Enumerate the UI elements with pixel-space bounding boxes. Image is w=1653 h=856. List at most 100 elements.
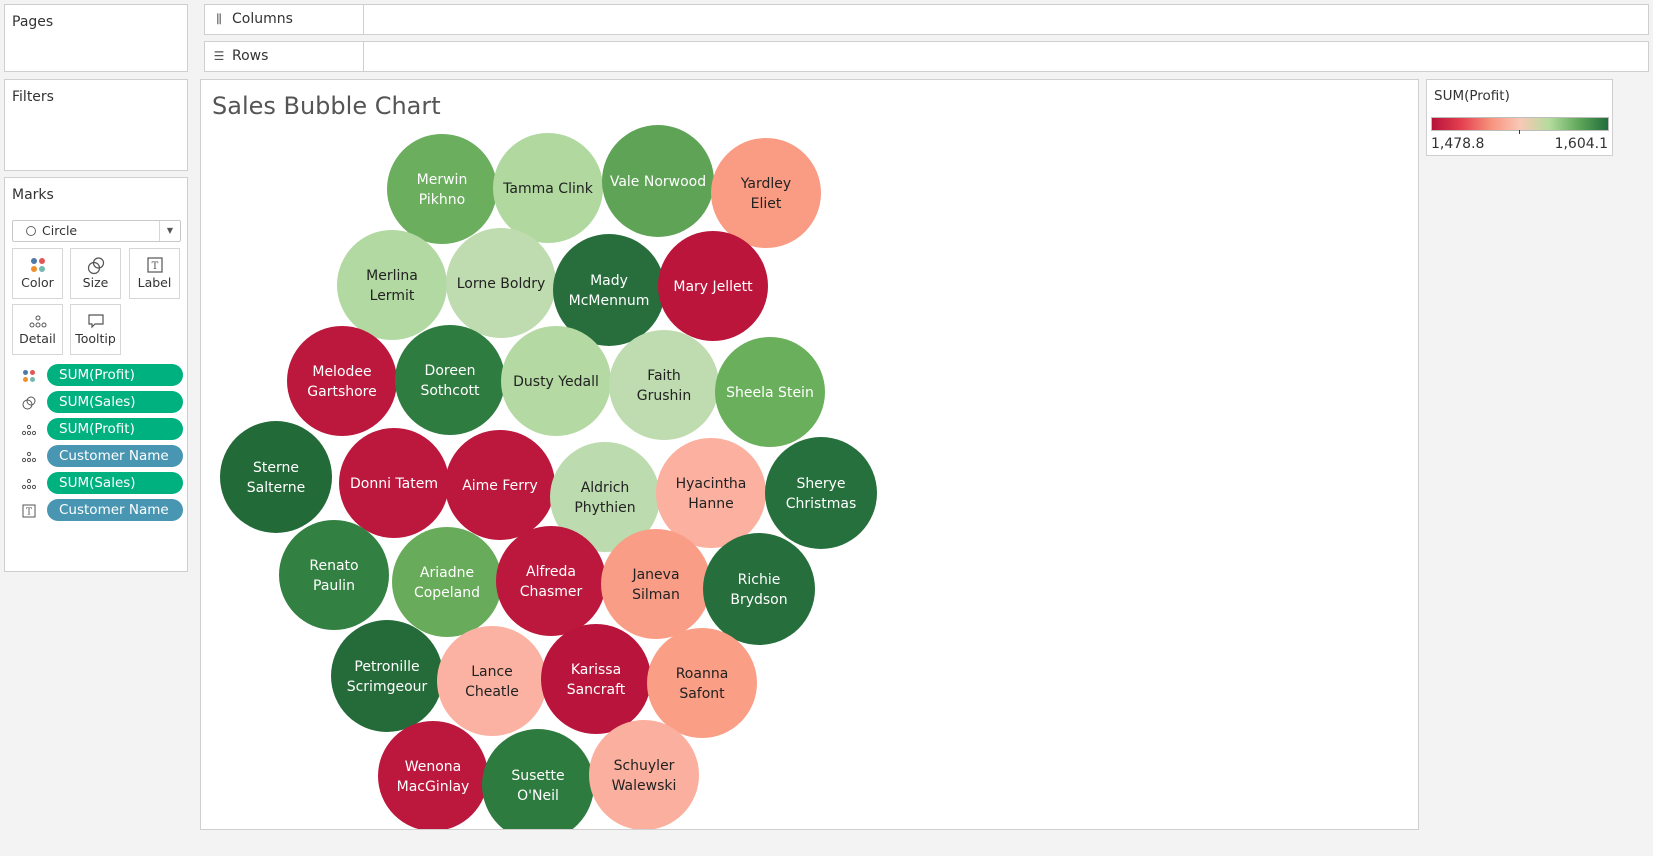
detail-icon[interactable]	[21, 476, 37, 490]
bubble-circle[interactable]	[387, 134, 497, 244]
bubble-circle[interactable]	[541, 624, 651, 734]
detail-icon[interactable]	[21, 422, 37, 436]
bubble-label: Sheela Stein	[726, 385, 814, 401]
bubble-mark[interactable]: Karissa Sancraft	[541, 624, 651, 734]
bubble-circle[interactable]	[715, 337, 825, 447]
bubble-circle[interactable]	[550, 442, 660, 552]
filters-shelf[interactable]: Filters	[4, 79, 188, 171]
bubble-circle[interactable]	[339, 428, 449, 538]
bubble-mark[interactable]: Alfreda Chasmer	[496, 526, 606, 636]
bubble-circle[interactable]	[656, 438, 766, 548]
bubble-mark[interactable]: Sterne Salterne	[220, 421, 332, 533]
bubble-mark[interactable]: Vale Norwood	[602, 125, 714, 237]
bubble-mark[interactable]: Wenona MacGinlay	[378, 721, 488, 829]
bubble-mark[interactable]: Lorne Boldry	[446, 228, 556, 338]
field-pill[interactable]: Customer Name	[47, 499, 183, 521]
bubble-circle[interactable]	[378, 721, 488, 829]
bubble-label: Sherye Christmas	[786, 476, 857, 512]
label-icon[interactable]: T	[22, 503, 36, 518]
tooltip-button[interactable]: Tooltip	[70, 304, 121, 355]
bubble-mark[interactable]: Tamma Clink	[493, 133, 603, 243]
chart-title: Sales Bubble Chart	[212, 92, 441, 120]
chevron-down-icon[interactable]: ▼	[159, 221, 180, 241]
bubble-circle[interactable]	[493, 133, 603, 243]
bubble-mark[interactable]: Hyacintha Hanne	[656, 438, 766, 548]
bubble-circle[interactable]	[445, 430, 555, 540]
bubble-mark[interactable]: Melodee Gartshore	[287, 326, 397, 436]
bubble-mark[interactable]: Yardley Eliet	[711, 138, 821, 248]
detail-icon[interactable]	[21, 449, 37, 463]
bubble-mark[interactable]: Susette O'Neil	[482, 729, 594, 829]
svg-text:T: T	[26, 508, 32, 518]
field-pill[interactable]: SUM(Sales)	[47, 472, 183, 494]
bubble-circle[interactable]	[395, 325, 505, 435]
bubble-mark[interactable]: Janeva Silman	[601, 529, 711, 639]
bubble-circle[interactable]	[647, 628, 757, 738]
bubble-circle[interactable]	[496, 526, 606, 636]
bubble-mark[interactable]: Mady McMennum	[553, 234, 665, 346]
bubble-circle[interactable]	[331, 620, 443, 732]
field-pill[interactable]: SUM(Profit)	[47, 418, 183, 440]
bubble-circle[interactable]	[220, 421, 332, 533]
label-button[interactable]: T Label	[129, 248, 180, 299]
bubble-circle[interactable]	[437, 626, 547, 736]
bubble-circle[interactable]	[392, 527, 502, 637]
bubble-circle[interactable]	[658, 231, 768, 341]
detail-button[interactable]: Detail	[12, 304, 63, 355]
profit-color-legend[interactable]: SUM(Profit) 1,478.8 1,604.1	[1426, 79, 1613, 156]
bubble-circle[interactable]	[703, 533, 815, 645]
mark-type-dropdown[interactable]: Circle ▼	[12, 220, 181, 242]
bubble-chart[interactable]: Merwin Pikhno Tamma Clink Vale Norwood Yardl…	[201, 80, 1418, 829]
bubble-circle[interactable]	[482, 729, 594, 829]
bubble-label: Lance Cheatle	[465, 664, 519, 700]
bubble-mark[interactable]: Aldrich Phythien	[550, 442, 660, 552]
bubble-mark[interactable]: Petronille Scrimgeour	[331, 620, 443, 732]
bubble-circle[interactable]	[501, 326, 611, 436]
size-icon	[71, 249, 120, 275]
bubble-mark[interactable]: Doreen Sothcott	[395, 325, 505, 435]
bubble-mark[interactable]: Aime Ferry	[445, 430, 555, 540]
bubble-mark[interactable]: Richie Brydson	[703, 533, 815, 645]
bubble-circle[interactable]	[711, 138, 821, 248]
bubble-mark[interactable]: Sheela Stein	[715, 337, 825, 447]
worksheet-view[interactable]: Sales Bubble Chart Merwin Pikhno Tamma Cli…	[200, 79, 1419, 830]
bubble-circle[interactable]	[601, 529, 711, 639]
marks-card: Marks Circle ▼ Color Size T Labe	[4, 177, 188, 572]
bubble-circle[interactable]	[279, 520, 389, 630]
bubble-mark[interactable]: Mary Jellett	[658, 231, 768, 341]
color-button[interactable]: Color	[12, 248, 63, 299]
pages-shelf[interactable]: Pages	[4, 4, 188, 72]
rows-shelf[interactable]: ☰ Rows	[204, 41, 1649, 72]
bubble-mark[interactable]: Dusty Yedall	[501, 326, 611, 436]
rows-icon: ☰	[213, 49, 225, 63]
color-icon[interactable]	[22, 368, 36, 382]
bubble-circle[interactable]	[589, 720, 699, 829]
tooltip-icon	[71, 305, 120, 331]
detail-button-label: Detail	[19, 331, 56, 346]
bubble-circle[interactable]	[446, 228, 556, 338]
rows-label: Rows	[232, 48, 269, 64]
bubble-mark[interactable]: Donni Tatem	[339, 428, 449, 538]
bubble-mark[interactable]: Merwin Pikhno	[387, 134, 497, 244]
bubble-mark[interactable]: Merlina Lermit	[337, 230, 447, 340]
bubble-label: Roanna Safont	[676, 666, 729, 702]
bubble-circle[interactable]	[765, 437, 877, 549]
bubble-mark[interactable]: Ariadne Copeland	[392, 527, 502, 637]
size-button[interactable]: Size	[70, 248, 121, 299]
field-pill[interactable]: SUM(Sales)	[47, 391, 183, 413]
bubble-mark[interactable]: Sherye Christmas	[765, 437, 877, 549]
bubble-mark[interactable]: Schuyler Walewski	[589, 720, 699, 829]
bubble-circle[interactable]	[337, 230, 447, 340]
columns-shelf[interactable]: ⫼ Columns	[204, 4, 1649, 35]
bubble-circle[interactable]	[553, 234, 665, 346]
size-icon[interactable]	[22, 395, 36, 410]
bubble-circle[interactable]	[602, 125, 714, 237]
bubble-mark[interactable]: Lance Cheatle	[437, 626, 547, 736]
bubble-mark[interactable]: Renato Paulin	[279, 520, 389, 630]
field-pill[interactable]: SUM(Profit)	[47, 364, 183, 386]
bubble-circle[interactable]	[609, 330, 719, 440]
field-pill[interactable]: Customer Name	[47, 445, 183, 467]
bubble-mark[interactable]: Faith Grushin	[609, 330, 719, 440]
bubble-mark[interactable]: Roanna Safont	[647, 628, 757, 738]
bubble-circle[interactable]	[287, 326, 397, 436]
